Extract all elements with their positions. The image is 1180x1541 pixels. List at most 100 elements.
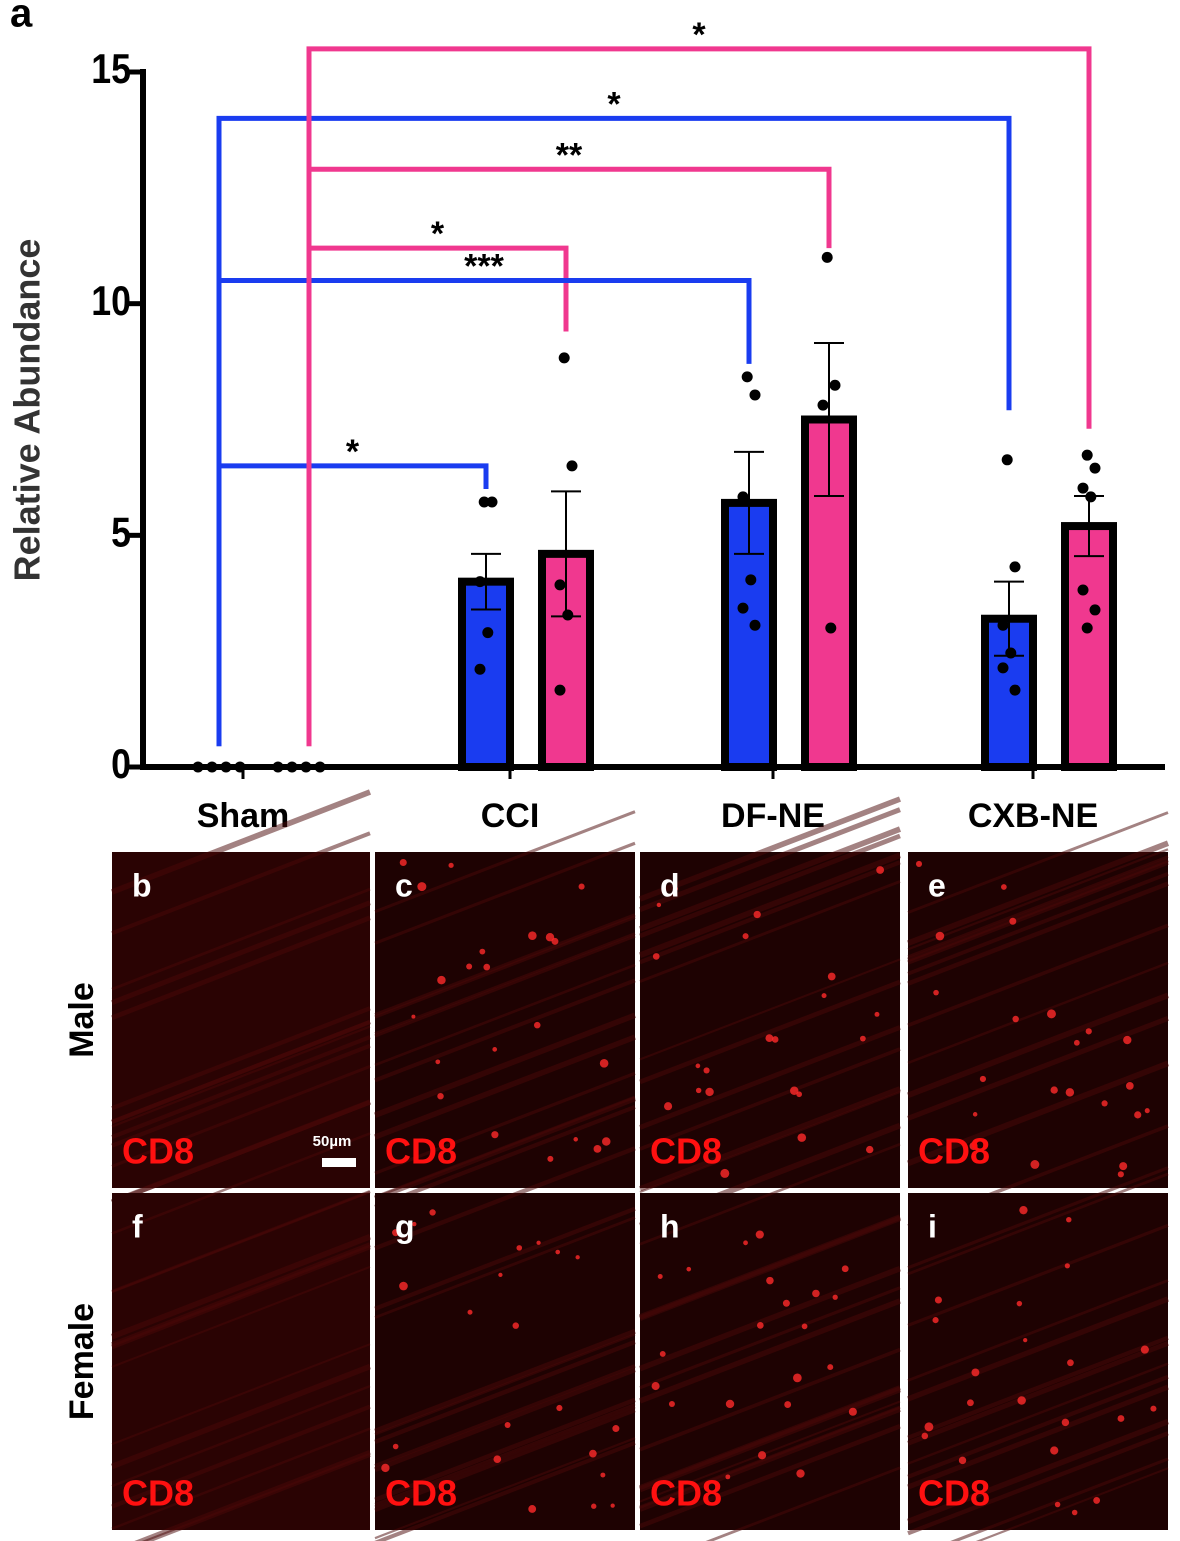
data-point — [1085, 491, 1097, 503]
cell — [859, 1035, 866, 1042]
data-point — [997, 619, 1009, 631]
tissue-fiber — [374, 841, 636, 945]
cell — [765, 1034, 774, 1043]
cell — [753, 910, 761, 919]
data-point — [737, 491, 749, 503]
stain-label: CD8 — [122, 1131, 194, 1172]
cell — [1030, 1160, 1040, 1169]
tissue-fiber — [374, 1440, 636, 1541]
tissue-fiber — [111, 1343, 371, 1446]
cell — [578, 883, 585, 890]
cell — [784, 1401, 792, 1408]
significance-bracket — [216, 115, 1012, 747]
cell — [591, 1503, 597, 1509]
panel-letter: g — [395, 1208, 415, 1244]
stain-label: CD8 — [918, 1131, 990, 1172]
cell — [1144, 1108, 1150, 1114]
cell — [668, 1401, 675, 1408]
tissue-fiber — [111, 1035, 371, 1139]
stain-label: CD8 — [122, 1473, 194, 1514]
cell — [933, 989, 939, 996]
cell — [921, 1432, 929, 1440]
data-point — [997, 662, 1009, 674]
cell — [656, 902, 662, 908]
tissue-fiber — [907, 1384, 1169, 1490]
cell — [467, 1309, 473, 1315]
data-point — [1077, 482, 1089, 494]
cell — [479, 948, 486, 955]
tissue-fiber — [374, 1367, 636, 1473]
tissue-fiber — [374, 1096, 636, 1199]
data-point — [566, 460, 578, 472]
tissue-fiber — [639, 1215, 901, 1321]
cell — [866, 1145, 874, 1154]
x-tick-label: CCI — [481, 797, 540, 835]
tissue-fiber — [374, 1216, 636, 1319]
tissue-fiber — [639, 958, 901, 1061]
tissue-fiber — [639, 979, 901, 1085]
tissue-fiber — [639, 807, 901, 912]
cell — [547, 1155, 554, 1162]
cell — [966, 1399, 974, 1407]
tissue-fiber — [906, 992, 1170, 1098]
error-bar — [471, 552, 501, 611]
data-point — [821, 251, 833, 263]
cell — [429, 1209, 436, 1216]
cell — [1125, 1082, 1134, 1090]
cell — [602, 1137, 611, 1146]
data-point — [1009, 684, 1021, 696]
cell — [1023, 1337, 1028, 1343]
cell — [589, 1449, 597, 1458]
cell — [1001, 884, 1007, 890]
data-point — [272, 761, 284, 773]
tissue-fiber — [374, 1206, 636, 1311]
cell — [1066, 1216, 1072, 1223]
tissue-fiber — [111, 831, 371, 936]
tissue-fiber — [638, 852, 902, 958]
cell — [1093, 1497, 1101, 1504]
cell — [935, 931, 945, 941]
cell — [695, 1063, 701, 1069]
cell — [399, 858, 407, 867]
cell — [812, 1289, 820, 1298]
panel-letter: f — [132, 1208, 143, 1244]
cell — [412, 1221, 417, 1227]
tissue-fiber — [907, 1172, 1169, 1276]
tissue-fiber — [907, 923, 1169, 1028]
cell — [392, 1443, 399, 1450]
tissue-fiber — [111, 1427, 371, 1530]
tissue-fiber — [111, 1190, 371, 1294]
cell — [651, 1382, 660, 1391]
row-label: Female — [63, 1303, 101, 1420]
cell — [790, 1086, 799, 1096]
data-point — [1009, 561, 1021, 573]
tissue-fiber — [907, 881, 1169, 986]
cell — [528, 931, 537, 940]
cell — [796, 1469, 805, 1478]
cell — [1065, 1088, 1075, 1097]
tissue-fiber — [111, 1099, 371, 1205]
cell — [1117, 1415, 1125, 1422]
cell — [612, 1425, 620, 1433]
cell — [1071, 1509, 1078, 1516]
data-point — [314, 761, 326, 773]
cell — [1061, 1418, 1070, 1427]
tissue-fiber — [374, 1328, 636, 1434]
cell — [1150, 1405, 1157, 1412]
tissue-fiber — [374, 978, 636, 1083]
cell — [1009, 917, 1017, 925]
cell — [504, 1422, 511, 1428]
tissue-fiber — [906, 1418, 1170, 1525]
tissue-fiber — [907, 1223, 1169, 1327]
tissue-fiber — [111, 1043, 371, 1148]
significance-bracket — [306, 46, 1092, 747]
cell — [827, 972, 836, 981]
tissue-fiber — [907, 1166, 1169, 1270]
cell — [695, 1087, 702, 1094]
tissue-fiber — [374, 915, 636, 1019]
cell — [1064, 1263, 1070, 1269]
data-point — [817, 399, 829, 411]
tissue-fiber — [111, 1384, 371, 1488]
cell — [686, 1266, 692, 1272]
